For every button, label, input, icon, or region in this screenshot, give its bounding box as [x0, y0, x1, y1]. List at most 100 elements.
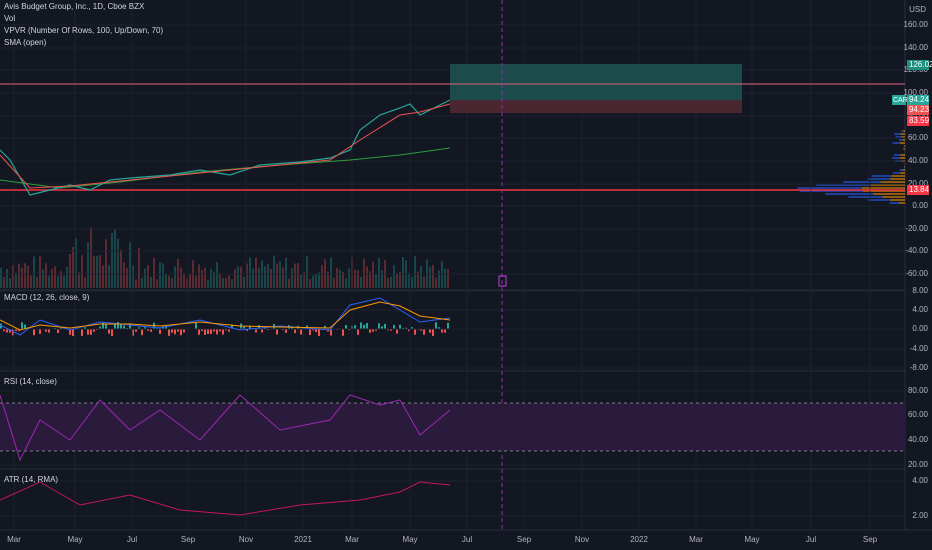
time-label: Jul — [127, 535, 137, 544]
volume-bar — [24, 263, 26, 288]
volume-profile — [902, 169, 905, 171]
axis-label: 2.00 — [912, 511, 928, 520]
volume-bar — [342, 271, 344, 288]
volume-bar — [354, 269, 356, 288]
axis-label: 40.00 — [908, 156, 929, 165]
volume-bar — [339, 269, 341, 288]
volume-bar — [312, 275, 314, 288]
axis-label: 60.00 — [908, 133, 929, 142]
volume-bar — [249, 257, 251, 288]
volume-profile — [899, 139, 903, 141]
volume-bar — [297, 263, 299, 288]
volume-profile — [904, 148, 905, 150]
volume-bar — [357, 270, 359, 288]
macd-histogram — [135, 329, 137, 332]
macd-histogram — [447, 322, 449, 329]
volume-profile — [891, 175, 905, 177]
macd-histogram — [282, 329, 284, 331]
macd-histogram — [174, 329, 176, 335]
macd-histogram — [420, 329, 422, 331]
volume-profile — [901, 130, 904, 132]
volume-bar — [18, 263, 20, 288]
macd-histogram — [246, 329, 248, 331]
volume-bar — [399, 271, 401, 288]
axis-label: 80.00 — [908, 111, 929, 120]
volume-bar — [102, 265, 104, 288]
volume-bar — [105, 239, 107, 288]
macd-histogram — [195, 322, 197, 329]
macd-histogram — [438, 327, 440, 329]
time-label: Sep — [863, 535, 878, 544]
volume-profile — [904, 145, 905, 147]
volume-bar — [183, 273, 185, 288]
macd-histogram — [408, 329, 410, 332]
volume-bar — [234, 269, 236, 288]
volume-bar — [444, 268, 446, 288]
volume-bar — [162, 263, 164, 288]
volume-bar — [204, 268, 206, 288]
volume-bar — [147, 265, 149, 288]
volume-bar — [225, 277, 227, 288]
macd-histogram — [330, 329, 332, 336]
macd-histogram — [360, 322, 362, 329]
time-label: Sep — [181, 535, 196, 544]
price-badge-text: 94.24 — [909, 95, 930, 104]
volume-bar — [360, 276, 362, 288]
volume-bar — [138, 247, 140, 288]
volume-profile — [882, 196, 905, 198]
volume-bar — [144, 268, 146, 288]
signal-line — [0, 301, 451, 331]
volume-bar — [240, 266, 242, 288]
macd-histogram — [177, 329, 179, 332]
volume-bar — [285, 257, 287, 288]
volume-profile — [880, 181, 905, 183]
macd-histogram — [369, 329, 371, 333]
volume-profile — [867, 178, 891, 180]
volume-bar — [366, 266, 368, 288]
volume-bar — [414, 255, 416, 288]
macd-histogram — [6, 329, 8, 333]
axis-label: -60.00 — [905, 269, 928, 278]
price-badge — [907, 185, 929, 195]
macd-histogram — [129, 323, 131, 329]
earnings-marker — [498, 275, 507, 287]
volume-bar — [63, 275, 65, 288]
axis-label: 140.00 — [904, 43, 929, 52]
volume-bar — [408, 273, 410, 288]
volume-bar — [141, 277, 143, 288]
macd-histogram — [180, 329, 182, 336]
time-label: Jul — [806, 535, 816, 544]
macd-histogram — [114, 324, 116, 329]
volume-bar — [294, 263, 296, 288]
macd-histogram — [123, 325, 125, 329]
volume-profile — [868, 199, 891, 201]
macd-histogram — [366, 322, 368, 329]
volume-profile — [903, 130, 905, 132]
volume-bar — [372, 261, 374, 288]
volume-bar — [273, 255, 275, 288]
volume-profile — [902, 139, 905, 141]
volume-bar — [114, 229, 116, 288]
time-label: 2021 — [294, 535, 312, 544]
macd-histogram — [432, 329, 434, 336]
macd-histogram — [435, 322, 437, 329]
volume-bar — [195, 275, 197, 288]
macd-histogram — [294, 329, 296, 334]
axis-label: 4.00 — [912, 305, 928, 314]
volume-bar — [54, 266, 56, 288]
time-label: Mar — [345, 535, 359, 544]
macd-histogram — [429, 329, 431, 333]
volume-bar — [39, 256, 41, 288]
macd-histogram — [258, 325, 260, 329]
macd-histogram — [150, 329, 152, 332]
axis-label: 4.00 — [912, 476, 928, 485]
volume-bar — [69, 254, 71, 288]
macd-histogram — [399, 324, 401, 329]
volume-bar — [369, 271, 371, 288]
volume-bar — [72, 246, 74, 288]
price-badge — [907, 95, 929, 105]
volume-bar — [264, 266, 266, 288]
macd-histogram — [216, 329, 218, 335]
macd-histogram — [183, 329, 185, 333]
